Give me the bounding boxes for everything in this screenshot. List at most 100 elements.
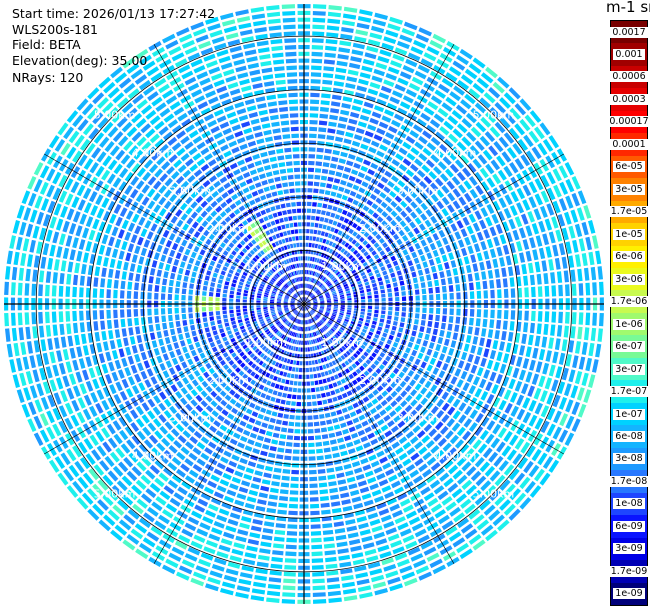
range-gate-cell	[316, 338, 320, 343]
range-gate-cell	[309, 469, 317, 475]
range-gate-cell	[245, 408, 253, 415]
range-gate-cell	[168, 321, 174, 329]
range-gate-cell	[317, 462, 325, 468]
range-gate-cell	[374, 269, 380, 274]
range-gate-cell	[540, 405, 550, 418]
range-gate-cell	[504, 112, 516, 125]
range-gate-cell	[342, 96, 353, 103]
range-gate-cell	[291, 271, 294, 277]
range-gate-cell	[308, 147, 316, 152]
range-gate-cell	[154, 292, 159, 300]
range-gate-cell	[365, 506, 376, 513]
range-gate-cell	[319, 297, 324, 300]
range-gate-cell	[463, 343, 470, 352]
range-gate-cell	[312, 298, 317, 301]
range-gate-cell	[296, 340, 299, 345]
range-gate-cell	[432, 272, 438, 280]
range-gate-cell	[146, 531, 160, 542]
range-gate-cell	[224, 394, 232, 402]
range-gate-cell	[486, 177, 496, 188]
range-gate-cell	[559, 181, 569, 195]
range-gate-cell	[300, 347, 303, 352]
range-gate-cell	[555, 229, 563, 242]
range-gate-cell	[352, 42, 365, 50]
range-gate-cell	[372, 212, 379, 219]
range-gate-cell	[119, 391, 128, 401]
range-gate-cell	[270, 296, 275, 299]
range-gate-cell	[577, 268, 583, 282]
range-gate-cell	[479, 97, 491, 109]
range-gate-cell	[168, 314, 173, 322]
range-gate-cell	[356, 225, 362, 232]
range-gate-cell	[79, 457, 91, 470]
range-gate-cell	[552, 351, 559, 364]
range-gate-cell	[134, 353, 141, 363]
range-gate-cell	[414, 319, 419, 325]
range-gate-cell	[266, 507, 277, 514]
range-gate-cell	[229, 555, 242, 563]
range-gate-cell	[319, 299, 325, 301]
range-gate-cell	[279, 434, 287, 440]
range-gate-cell	[395, 385, 403, 393]
range-gate-cell	[355, 408, 363, 415]
range-gate-cell	[101, 363, 109, 374]
range-gate-cell	[391, 480, 401, 489]
range-gate-cell	[380, 85, 392, 94]
range-gate-cell	[240, 341, 246, 347]
range-gate-cell	[65, 402, 74, 415]
range-gate-cell	[6, 250, 13, 265]
range-gate-cell	[233, 275, 239, 281]
range-gate-cell	[367, 512, 379, 520]
range-gate-cell	[343, 320, 348, 325]
range-gate-cell	[176, 451, 186, 461]
range-gate-cell	[120, 154, 131, 165]
range-gate-cell	[271, 277, 276, 282]
range-gate-cell	[397, 180, 406, 188]
range-gate-cell	[585, 312, 591, 326]
range-gate-cell	[320, 231, 325, 236]
range-gate-cell	[27, 341, 33, 354]
range-gate-cell	[184, 332, 191, 339]
range-gate-cell	[315, 237, 320, 242]
range-gate-cell	[233, 226, 240, 233]
range-gate-cell	[416, 338, 422, 345]
range-gate-cell	[135, 48, 149, 60]
range-gate-cell	[565, 354, 572, 367]
range-gate-cell	[309, 326, 312, 331]
range-gate-cell	[419, 180, 428, 189]
range-gate-cell	[287, 273, 291, 278]
range-gate-cell	[298, 299, 302, 303]
range-gate-cell	[327, 321, 332, 325]
range-gate-cell	[390, 219, 397, 227]
range-gate-cell	[351, 552, 364, 559]
range-gate-cell	[351, 105, 362, 112]
range-gate-cell	[166, 344, 173, 352]
range-gate-cell	[241, 274, 247, 280]
range-gate-cell	[176, 147, 186, 157]
range-gate-cell	[77, 199, 86, 211]
range-gate-cell	[265, 430, 273, 437]
range-gate-cell	[161, 315, 167, 323]
range-gate-cell	[494, 474, 506, 487]
range-gate-cell	[242, 228, 249, 235]
range-gate-cell	[399, 220, 407, 228]
range-gate-cell	[357, 121, 367, 128]
range-gate-cell	[392, 509, 403, 518]
range-gate-cell	[121, 328, 127, 337]
range-gate-cell	[132, 503, 144, 515]
range-gate-cell	[240, 362, 246, 368]
range-gate-cell	[440, 173, 449, 183]
range-gate-cell	[277, 308, 282, 311]
range-gate-cell	[452, 469, 463, 480]
range-gate-cell	[348, 228, 354, 235]
range-gate-cell	[327, 590, 342, 597]
range-gate-cell	[202, 516, 214, 525]
range-gate-cell	[379, 551, 392, 559]
range-gate-cell	[387, 435, 397, 444]
range-gate-cell	[391, 175, 399, 183]
range-gate-cell	[261, 240, 267, 246]
range-gate-cell	[336, 60, 348, 67]
range-gate-cell	[58, 420, 68, 434]
range-gate-cell	[208, 533, 221, 542]
range-gate-cell	[486, 238, 494, 249]
